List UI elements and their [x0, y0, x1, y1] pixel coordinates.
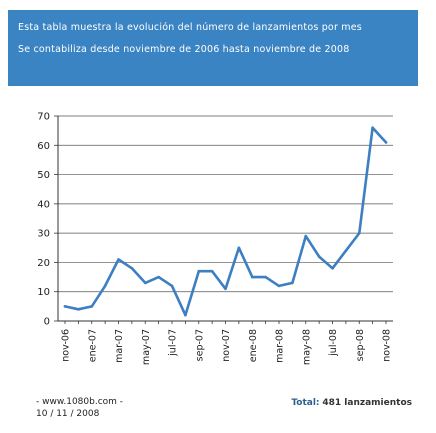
- x-tick-label: ene-08: [248, 329, 259, 362]
- data-point: [90, 305, 94, 308]
- x-tick-label: nov-08: [382, 329, 393, 362]
- data-point: [277, 284, 281, 288]
- data-point: [331, 266, 334, 270]
- data-point: [143, 281, 147, 285]
- y-tick-label: 70: [37, 112, 50, 123]
- data-point: [317, 255, 321, 258]
- y-tick-label: 50: [37, 170, 50, 181]
- data-point: [384, 141, 388, 144]
- y-tick-label: 0: [44, 317, 50, 328]
- y-tick-label: 30: [37, 229, 50, 240]
- x-tick-label: sep-07: [194, 329, 205, 361]
- data-point: [344, 249, 348, 253]
- footer-site: - www.1080b.com -: [36, 397, 124, 407]
- header-description: Esta tabla muestra la evolución del núme…: [18, 22, 362, 33]
- y-tick-label: 20: [37, 258, 50, 269]
- line-chart: 0 10 20 30 40 50 60 70 nov-06 ene-07 mar-07 may-07 j…: [37, 112, 393, 365]
- data-point: [157, 275, 160, 279]
- footer-site-info: - www.1080b.com - 10 / 11 / 2008: [36, 396, 123, 420]
- x-tick-label: jul-07: [168, 329, 179, 357]
- x-tick-label: mar-08: [275, 329, 286, 363]
- data-point: [264, 275, 267, 279]
- data-point: [63, 305, 67, 308]
- x-tick-label: may-07: [141, 329, 152, 365]
- y-tick-label: 60: [37, 141, 50, 152]
- x-tick-label: nov-06: [61, 329, 72, 362]
- y-tick-label: 40: [37, 199, 50, 210]
- total-value: 481 lanzamientos: [322, 398, 412, 408]
- footer-total: Total: 481 lanzamientos: [291, 398, 412, 408]
- data-point: [304, 234, 308, 238]
- series-line: [63, 126, 388, 317]
- x-tick-label: mar-07: [114, 329, 125, 363]
- footer-date: 10 / 11 / 2008: [36, 409, 100, 419]
- total-label: Total:: [291, 398, 320, 408]
- x-tick-label: nov-07: [221, 329, 232, 362]
- data-point: [224, 287, 227, 291]
- data-point: [197, 269, 201, 273]
- data-point: [77, 307, 80, 311]
- chart-header: Esta tabla muestra la evolución del núme…: [8, 10, 418, 86]
- data-point: [250, 275, 254, 279]
- header-range: Se contabiliza desde noviembre de 2006 h…: [18, 44, 350, 55]
- data-point: [210, 269, 214, 273]
- data-point: [130, 266, 134, 270]
- x-tick-label: jul-08: [328, 329, 339, 357]
- data-point: [117, 258, 120, 261]
- data-point: [371, 126, 374, 130]
- data-point: [291, 281, 294, 285]
- data-point: [357, 231, 361, 235]
- data-point: [237, 246, 241, 250]
- x-tick-label: may-08: [301, 329, 312, 365]
- data-point: [170, 284, 174, 288]
- x-tick-label: sep-08: [355, 329, 366, 361]
- y-tick-label: 10: [37, 287, 50, 298]
- data-point: [184, 313, 187, 317]
- data-point: [103, 284, 107, 288]
- x-tick-label: ene-07: [87, 329, 98, 362]
